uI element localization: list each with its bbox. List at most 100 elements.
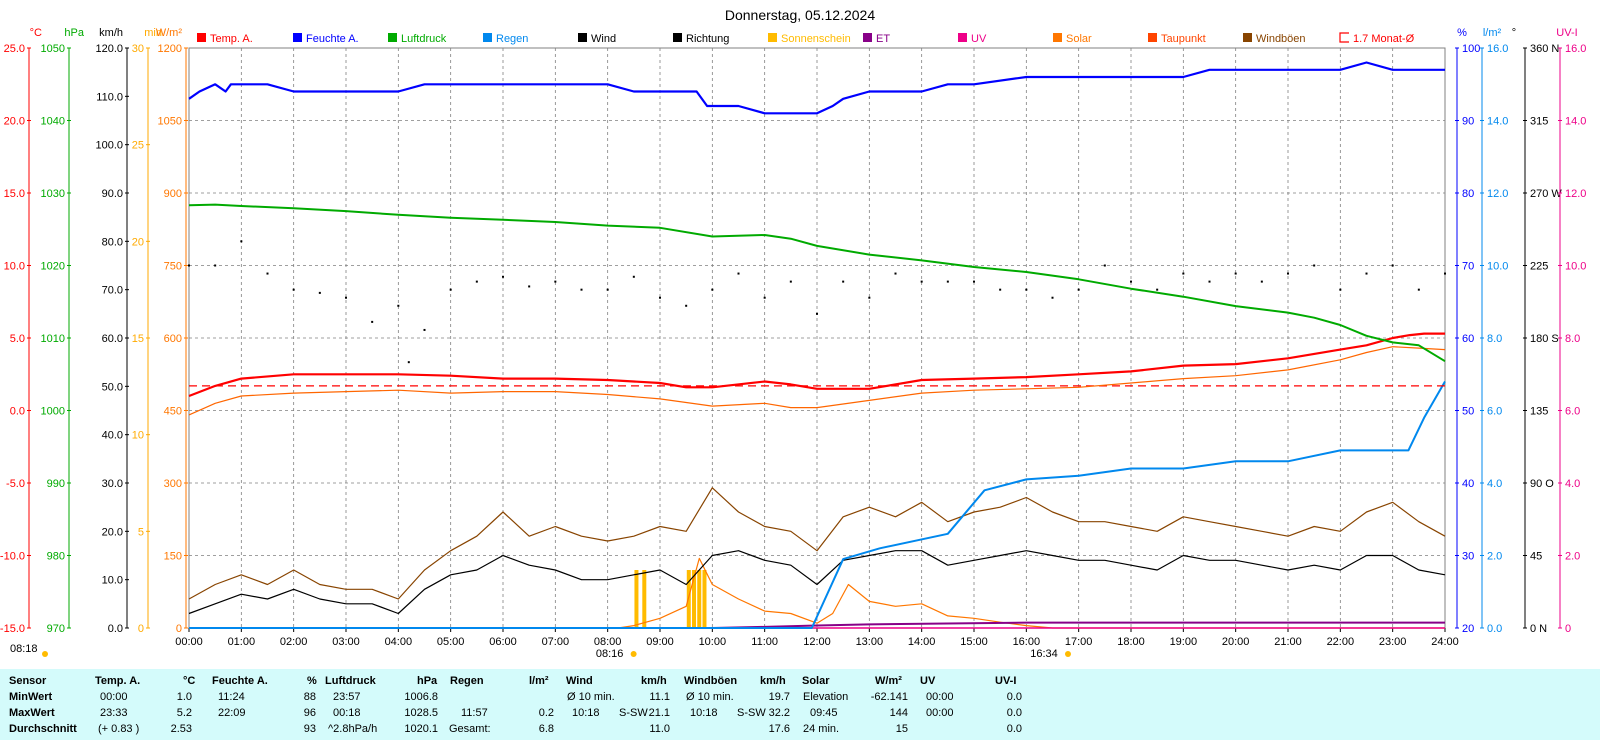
direction-point — [1365, 272, 1368, 275]
temp-max-value: 5.2 — [176, 707, 192, 719]
wind-min-label: Ø 10 min. — [567, 691, 615, 703]
right-axis-tick: 30 — [1462, 551, 1474, 563]
legend-swatch-icon — [578, 33, 587, 42]
right-axis-tick: 14.0 — [1565, 116, 1586, 128]
direction-point — [449, 288, 452, 291]
legend-label: Temp. A. — [210, 33, 253, 45]
stats-header-temp: Temp. A. — [95, 675, 141, 687]
weather-chart: Donnerstag, 05.12.2024 Temp. A. Feuchte A… — [0, 7, 1586, 660]
direction-point — [1130, 280, 1132, 283]
direction-point — [1339, 288, 1342, 291]
left-axis-tick: 10.0 — [4, 261, 25, 273]
uv-min-value: 0.0 — [1006, 691, 1022, 703]
pressure-avg-value: 1020.1 — [404, 723, 438, 735]
direction-point — [1156, 288, 1159, 291]
sunshine-bar — [692, 570, 697, 628]
x-tick-label: 09:00 — [646, 636, 674, 648]
uv-max-value: 0.0 — [1006, 707, 1022, 719]
right-axis-tick: 2.0 — [1487, 551, 1502, 563]
left-axis-unit: °C — [30, 27, 42, 39]
right-axis-tick: 40 — [1462, 478, 1474, 490]
legend-swatch-icon — [1243, 33, 1252, 42]
direction-point — [1208, 280, 1211, 283]
direction-point — [266, 272, 269, 275]
solar-elevation-value: -62.141 — [870, 691, 908, 703]
direction-point — [188, 264, 190, 267]
left-axis-tick: 980 — [47, 551, 65, 563]
left-axis-tick: 120.0 — [95, 43, 123, 55]
direction-point — [632, 275, 635, 278]
rain-max-time: 11:57 — [461, 707, 488, 719]
left-axis-tick: 100.0 — [95, 140, 123, 152]
solar-max-time: 09:45 — [810, 707, 838, 719]
direction-point — [737, 272, 740, 275]
right-axis-tick: 20 — [1462, 623, 1474, 635]
left-axis-tick: -15.0 — [0, 623, 25, 635]
left-axis-tick: 60.0 — [102, 333, 123, 345]
right-axis-unit: % — [1457, 27, 1467, 39]
stats-row-max: MaxWert — [9, 707, 55, 719]
left-axis-tick: -10.0 — [0, 551, 25, 563]
stats-header-rain: Regen — [450, 675, 484, 687]
right-axis-tick: 100 — [1462, 43, 1480, 55]
humidity-min-value: 88 — [303, 691, 316, 703]
x-tick-label: 11:00 — [751, 636, 778, 648]
plot-grid — [188, 47, 1446, 629]
left-axis-tick: 30.0 — [102, 478, 123, 490]
stats-header-sensor: Sensor — [9, 675, 47, 687]
rain-total-value: 6.8 — [538, 723, 554, 735]
x-tick-label: 05:00 — [437, 636, 465, 648]
direction-point — [685, 304, 688, 307]
right-axis-tick: 180 S — [1530, 333, 1559, 345]
legend-label: Luftdruck — [401, 33, 447, 45]
left-axis-tick: 50.0 — [102, 381, 123, 393]
left-axis-unit: W/m² — [156, 27, 183, 39]
left-axis-tick: 150 — [164, 551, 182, 563]
left-axis-tick: 15 — [132, 333, 144, 345]
uv-max-time: 00:00 — [926, 707, 954, 719]
left-axis-tick: 0 — [138, 623, 144, 635]
sun-times: 08:18 08:16 16:34 — [10, 643, 1071, 660]
left-axis-tick: 900 — [164, 188, 182, 200]
x-tick-label: 19:00 — [1170, 636, 1198, 648]
temp-avg-note: (+ 0.83 ) — [98, 723, 140, 735]
left-axis-tick: 1030 — [41, 188, 65, 200]
direction-point — [1234, 272, 1237, 275]
left-axis-tick: 5.0 — [10, 333, 25, 345]
wind-max-direction: S-SW — [619, 707, 648, 719]
sunrise-icon — [630, 651, 637, 657]
left-axis-tick: 1040 — [41, 116, 65, 128]
daylength-label: 08:18 — [10, 643, 38, 655]
temp-min-time: 00:00 — [100, 691, 128, 703]
x-tick-label: 17:00 — [1065, 636, 1093, 648]
humidity-max-time: 22:09 — [218, 707, 246, 719]
direction-point — [1260, 280, 1263, 283]
stats-header-uv: UV — [920, 675, 936, 687]
direction-point — [1182, 272, 1185, 275]
direction-point — [554, 280, 557, 283]
legend-swatch-bracket-icon — [1339, 32, 1349, 43]
right-axis-tick: 60 — [1462, 333, 1474, 345]
right-axis-tick: 90 — [1462, 116, 1474, 128]
x-tick-label: 00:00 — [175, 636, 203, 648]
gusts-min-value: 19.7 — [768, 691, 790, 703]
direction-point — [371, 320, 374, 323]
right-axis-tick: 0.0 — [1487, 623, 1502, 635]
left-axis-tick: 0.0 — [10, 406, 25, 418]
legend-label: Regen — [496, 33, 528, 45]
right-axis-tick: 6.0 — [1565, 406, 1580, 418]
direction-point — [502, 275, 504, 278]
direction-point — [999, 288, 1002, 291]
temp-min-value: 1.0 — [176, 691, 192, 703]
direction-point — [580, 288, 583, 291]
x-tick-label: 23:00 — [1379, 636, 1407, 648]
chart-title: Donnerstag, 05.12.2024 — [725, 7, 875, 23]
x-tick-label: 07:00 — [542, 636, 570, 648]
gusts-max-value: 32.2 — [768, 707, 790, 719]
left-axis-tick: 10.0 — [102, 575, 123, 587]
wind-min-value: 11.1 — [649, 691, 670, 703]
sunshine-bar — [697, 570, 702, 628]
direction-point — [345, 296, 347, 299]
legend-swatch-icon — [388, 33, 397, 42]
direction-point — [920, 280, 923, 283]
